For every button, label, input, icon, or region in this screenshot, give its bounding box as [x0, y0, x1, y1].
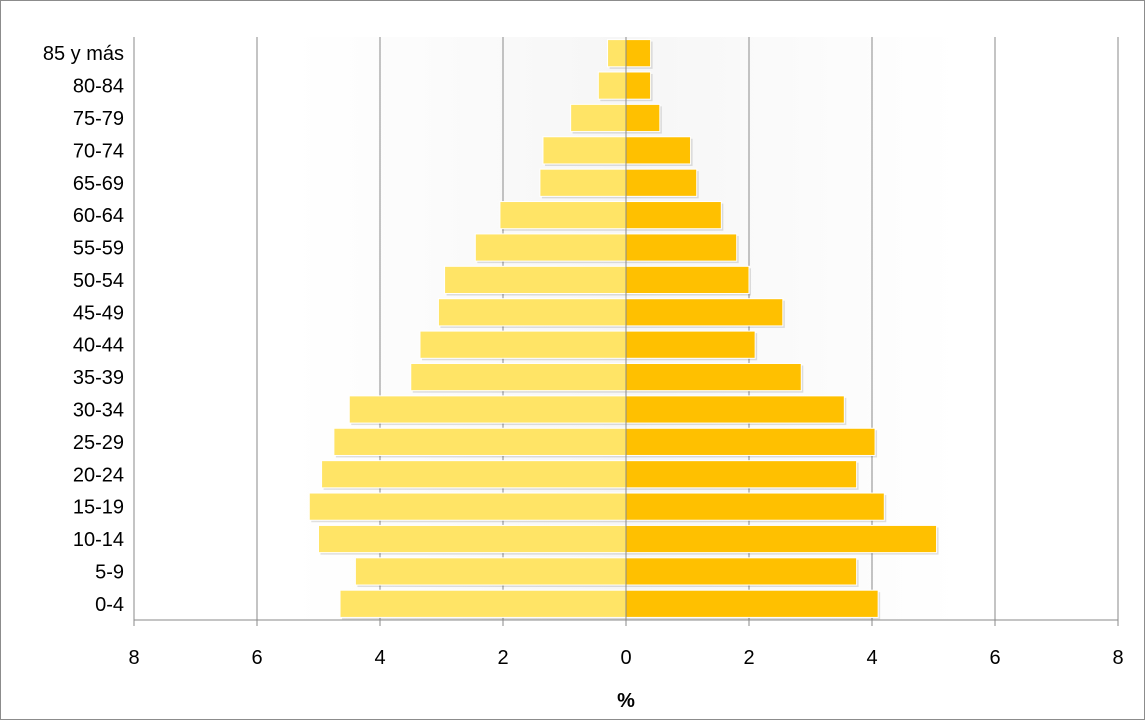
category-label-80-84: 80-84	[73, 76, 124, 98]
x-axis-title: %	[617, 690, 635, 712]
x-tick-label: 6	[251, 647, 262, 669]
bar-right-20-24	[625, 460, 858, 489]
bar-right-10-14	[625, 524, 938, 554]
bar-right-35-39	[625, 362, 802, 392]
bar-right-55-59	[625, 233, 738, 262]
category-label-15-19: 15-19	[73, 497, 124, 519]
category-label-10-14: 10-14	[73, 529, 124, 551]
bar-left-60-64	[499, 201, 627, 230]
category-label-45-49: 45-49	[73, 302, 124, 324]
category-label-5-9: 5-9	[95, 561, 124, 583]
category-label-0-4: 0-4	[95, 594, 124, 616]
bar-right-25-29	[625, 427, 876, 456]
x-tick-label: 0	[620, 647, 631, 669]
x-tick-label: 4	[374, 647, 385, 669]
bar-left-30-34	[348, 395, 627, 424]
category-label-75-79: 75-79	[73, 108, 124, 130]
bar-left-20-24	[321, 460, 627, 489]
bar-right-65-69	[625, 168, 698, 197]
bar-left-35-39	[410, 362, 627, 392]
bar-left-25-29	[333, 427, 627, 456]
category-label-50-54: 50-54	[73, 270, 124, 292]
bar-left-0-4	[339, 589, 627, 618]
category-label-40-44: 40-44	[73, 335, 124, 357]
bars	[308, 39, 939, 620]
bar-left-5-9	[354, 557, 627, 586]
bar-right-0-4	[625, 589, 879, 618]
bar-right-85-y-m-s	[625, 39, 652, 68]
bar-right-5-9	[625, 557, 858, 586]
axes	[133, 37, 1119, 626]
x-tick-label: 4	[866, 647, 877, 669]
category-label-85-y-m-s: 85 y más	[43, 43, 124, 65]
category-label-60-64: 60-64	[73, 205, 124, 227]
bar-left-70-74	[542, 136, 627, 165]
category-label-55-59: 55-59	[73, 238, 124, 260]
bar-right-40-44	[625, 330, 756, 359]
bar-right-75-79	[625, 103, 661, 133]
bar-left-40-44	[419, 330, 627, 359]
bar-left-65-69	[539, 168, 627, 197]
bar-left-75-79	[570, 103, 627, 133]
x-tick-label: 8	[128, 647, 139, 669]
bar-left-10-14	[318, 524, 627, 554]
bar-right-15-19	[625, 492, 885, 521]
bar-right-45-49	[625, 298, 784, 327]
category-label-20-24: 20-24	[73, 464, 124, 486]
bar-left-85-y-m-s	[607, 39, 627, 68]
category-label-30-34: 30-34	[73, 399, 124, 421]
category-labels: 0-4 5-9 10-14 15-19 20-24 25-29 30-34 35-39 40-4…	[43, 43, 124, 616]
x-tick-label: 2	[743, 647, 754, 669]
bar-left-50-54	[444, 265, 627, 295]
category-label-25-29: 25-29	[73, 432, 124, 454]
category-label-70-74: 70-74	[73, 140, 124, 162]
category-label-65-69: 65-69	[73, 173, 124, 195]
bar-right-30-34	[625, 395, 845, 424]
x-tick-label: 6	[989, 647, 1000, 669]
bar-left-15-19	[308, 492, 627, 521]
category-label-35-39: 35-39	[73, 367, 124, 389]
bar-right-50-54	[625, 265, 750, 295]
x-tick-labels: 8 6 4 2 0 2 4 6 8	[128, 647, 1123, 669]
bar-left-80-84	[597, 71, 627, 100]
bar-right-80-84	[625, 71, 652, 100]
x-tick-label: 8	[1112, 647, 1123, 669]
x-tick-label: 2	[497, 647, 508, 669]
bar-right-70-74	[625, 136, 692, 165]
bar-left-55-59	[474, 233, 627, 262]
bar-left-45-49	[437, 298, 627, 327]
bar-right-60-64	[625, 201, 722, 230]
